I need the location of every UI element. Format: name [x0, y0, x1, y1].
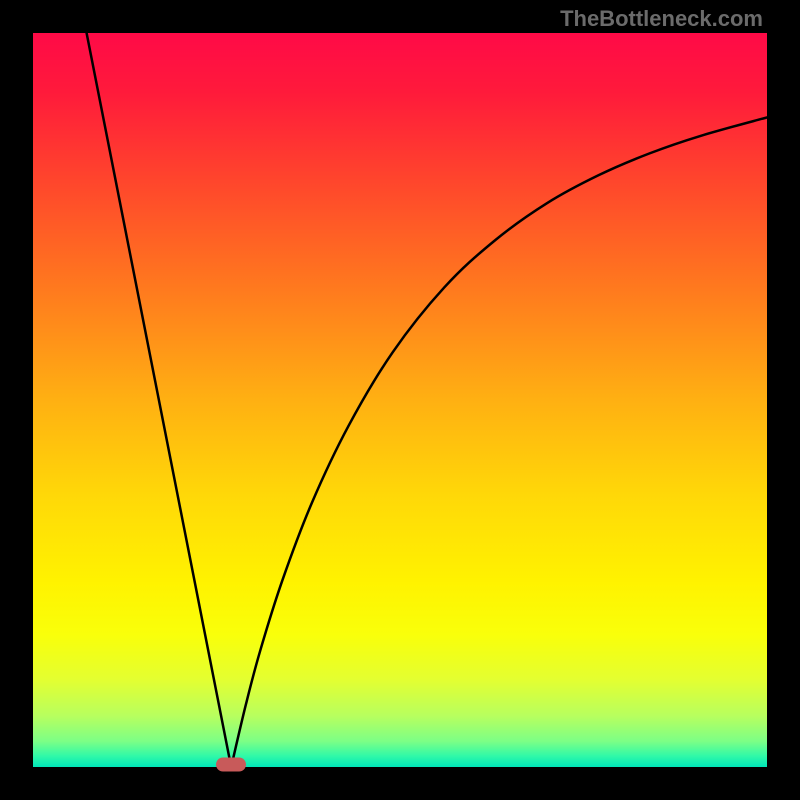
bottleneck-chart: TheBottleneck.com	[0, 0, 800, 800]
plot-area	[33, 33, 767, 767]
curve-layer	[33, 33, 767, 767]
bottleneck-curve	[87, 33, 767, 767]
watermark-text: TheBottleneck.com	[560, 6, 763, 32]
